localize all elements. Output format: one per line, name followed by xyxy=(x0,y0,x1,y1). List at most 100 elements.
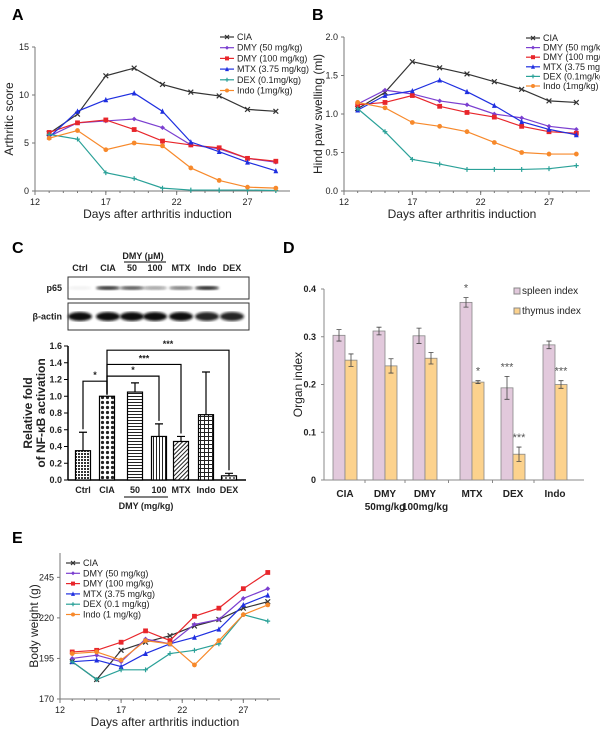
y-tick-label: 0.0 xyxy=(49,475,62,485)
x-tick-label: DEX xyxy=(220,485,239,495)
marker-square xyxy=(216,145,222,151)
x-tick-label: 27 xyxy=(242,197,252,207)
y-tick-label: 1.4 xyxy=(49,358,62,368)
x-tick-label: CIA xyxy=(99,485,115,495)
panel-b-line-chart: 0.0 0.5 1.0 1.5 2.0 12 17 22 27 Days after arthri… xyxy=(311,32,600,221)
marker-triangle xyxy=(160,108,165,114)
marker-circle xyxy=(245,184,250,190)
marker-circle xyxy=(437,123,443,129)
legend-entry: MTX (3.75 mg/kg) xyxy=(220,64,309,74)
x-tick-label: 17 xyxy=(407,197,417,207)
significance-label: *** xyxy=(163,339,174,349)
marker-circle xyxy=(519,150,525,155)
legend-label: thymus index xyxy=(522,306,581,317)
y-tick-label: 0.3 xyxy=(303,332,316,342)
x-axis-label: Days after arthritis induction xyxy=(388,207,537,221)
marker-x xyxy=(491,78,498,85)
y-tick-label: 0 xyxy=(311,475,316,485)
blot-lane-label: DEX xyxy=(223,263,242,273)
bar xyxy=(542,344,556,481)
marker-circle xyxy=(167,641,173,647)
legend-label: MTX (3.75 mg/kg) xyxy=(83,589,155,599)
y-tick-label: 0.2 xyxy=(303,380,316,390)
blot-band xyxy=(169,312,193,321)
y-axis-label: Body weight (g) xyxy=(27,584,41,667)
marker-x xyxy=(518,86,525,93)
bar-cia xyxy=(98,395,116,481)
marker-square xyxy=(245,155,250,161)
legend-entry: DEX (0.1 mg/kg) xyxy=(66,599,150,609)
significance-label: *** xyxy=(139,353,150,363)
marker-triangle xyxy=(225,66,229,72)
marker-plus xyxy=(167,651,173,656)
marker-plus xyxy=(143,667,148,673)
legend-entry: CIA xyxy=(66,558,98,568)
legend-entry: MTX (3.75 mg/kg) xyxy=(526,62,600,72)
x-tick-label: Indo xyxy=(197,485,216,495)
marker-circle xyxy=(71,612,75,617)
legend-label: Indo (1mg/kg) xyxy=(543,81,599,91)
marker-plus xyxy=(118,667,124,673)
y-tick-label: 0 xyxy=(24,186,29,196)
x-tick-label: DMY xyxy=(374,489,397,500)
x-tick-label: 12 xyxy=(55,705,65,715)
blot-lane-label: Ctrl xyxy=(72,263,88,273)
legend-label: CIA xyxy=(237,32,252,42)
marker-triangle xyxy=(382,92,388,98)
error-bar xyxy=(202,371,210,415)
panel-c-nfkb-chart: DMY (μM) Ctrl CIA 50 100 MTX Indo DEX p65 β-actin… xyxy=(21,251,250,511)
significance-bracket xyxy=(106,349,230,471)
significance-bracket xyxy=(106,363,182,434)
x-tick-label: MTX xyxy=(172,485,191,495)
bar-50 xyxy=(126,382,144,481)
legend-entry: DMY (100 mg/kg) xyxy=(526,52,600,62)
marker-x xyxy=(244,106,251,113)
marker-x xyxy=(464,71,470,77)
error-bar xyxy=(388,358,394,374)
marker-square xyxy=(464,110,470,115)
marker-square xyxy=(188,142,194,148)
marker-triangle xyxy=(273,167,279,174)
legend-entry: Indo (1mg/kg) xyxy=(526,81,599,91)
bar-indo xyxy=(197,371,215,481)
marker-circle xyxy=(160,143,165,149)
x-axis-label: Days after arthritis induction xyxy=(91,715,240,729)
legend-label: DMY (50 mg/kg) xyxy=(543,43,600,53)
legend-entry: MTX (3.75 mg/kg) xyxy=(66,589,155,599)
bar xyxy=(74,450,92,481)
legend-label: DMY (100 mg/kg) xyxy=(83,579,153,589)
blot-band xyxy=(143,312,167,321)
bar xyxy=(172,440,190,481)
marker-diamond xyxy=(131,116,137,122)
marker-square xyxy=(103,117,109,123)
marker-x xyxy=(131,65,137,71)
series-line xyxy=(48,92,277,172)
error-bar xyxy=(376,326,382,336)
marker-circle xyxy=(46,135,52,141)
marker-plus xyxy=(216,187,222,193)
series-indo-1mg-kg- xyxy=(355,100,579,157)
legend-swatch xyxy=(513,287,521,295)
error-bar xyxy=(504,375,510,400)
x-tick-label: 100 xyxy=(151,485,166,495)
marker-diamond xyxy=(546,123,552,129)
panel-label-d: D xyxy=(283,240,295,257)
bar xyxy=(126,391,144,481)
bar-mtx xyxy=(172,435,190,481)
blot-band xyxy=(96,286,120,290)
marker-diamond xyxy=(464,102,470,108)
marker-triangle xyxy=(188,139,194,145)
blot-band xyxy=(68,286,92,290)
error-bar xyxy=(348,353,354,367)
x-tick-label: 12 xyxy=(339,197,349,207)
blot-band xyxy=(120,312,144,321)
marker-circle xyxy=(143,638,148,643)
marker-triangle xyxy=(75,108,80,114)
marker-plus xyxy=(531,74,535,79)
marker-plus xyxy=(103,170,109,176)
marker-triangle xyxy=(265,592,271,598)
x-tick-label: 50 xyxy=(130,485,140,495)
marker-square xyxy=(143,628,148,634)
marker-circle xyxy=(192,662,197,668)
